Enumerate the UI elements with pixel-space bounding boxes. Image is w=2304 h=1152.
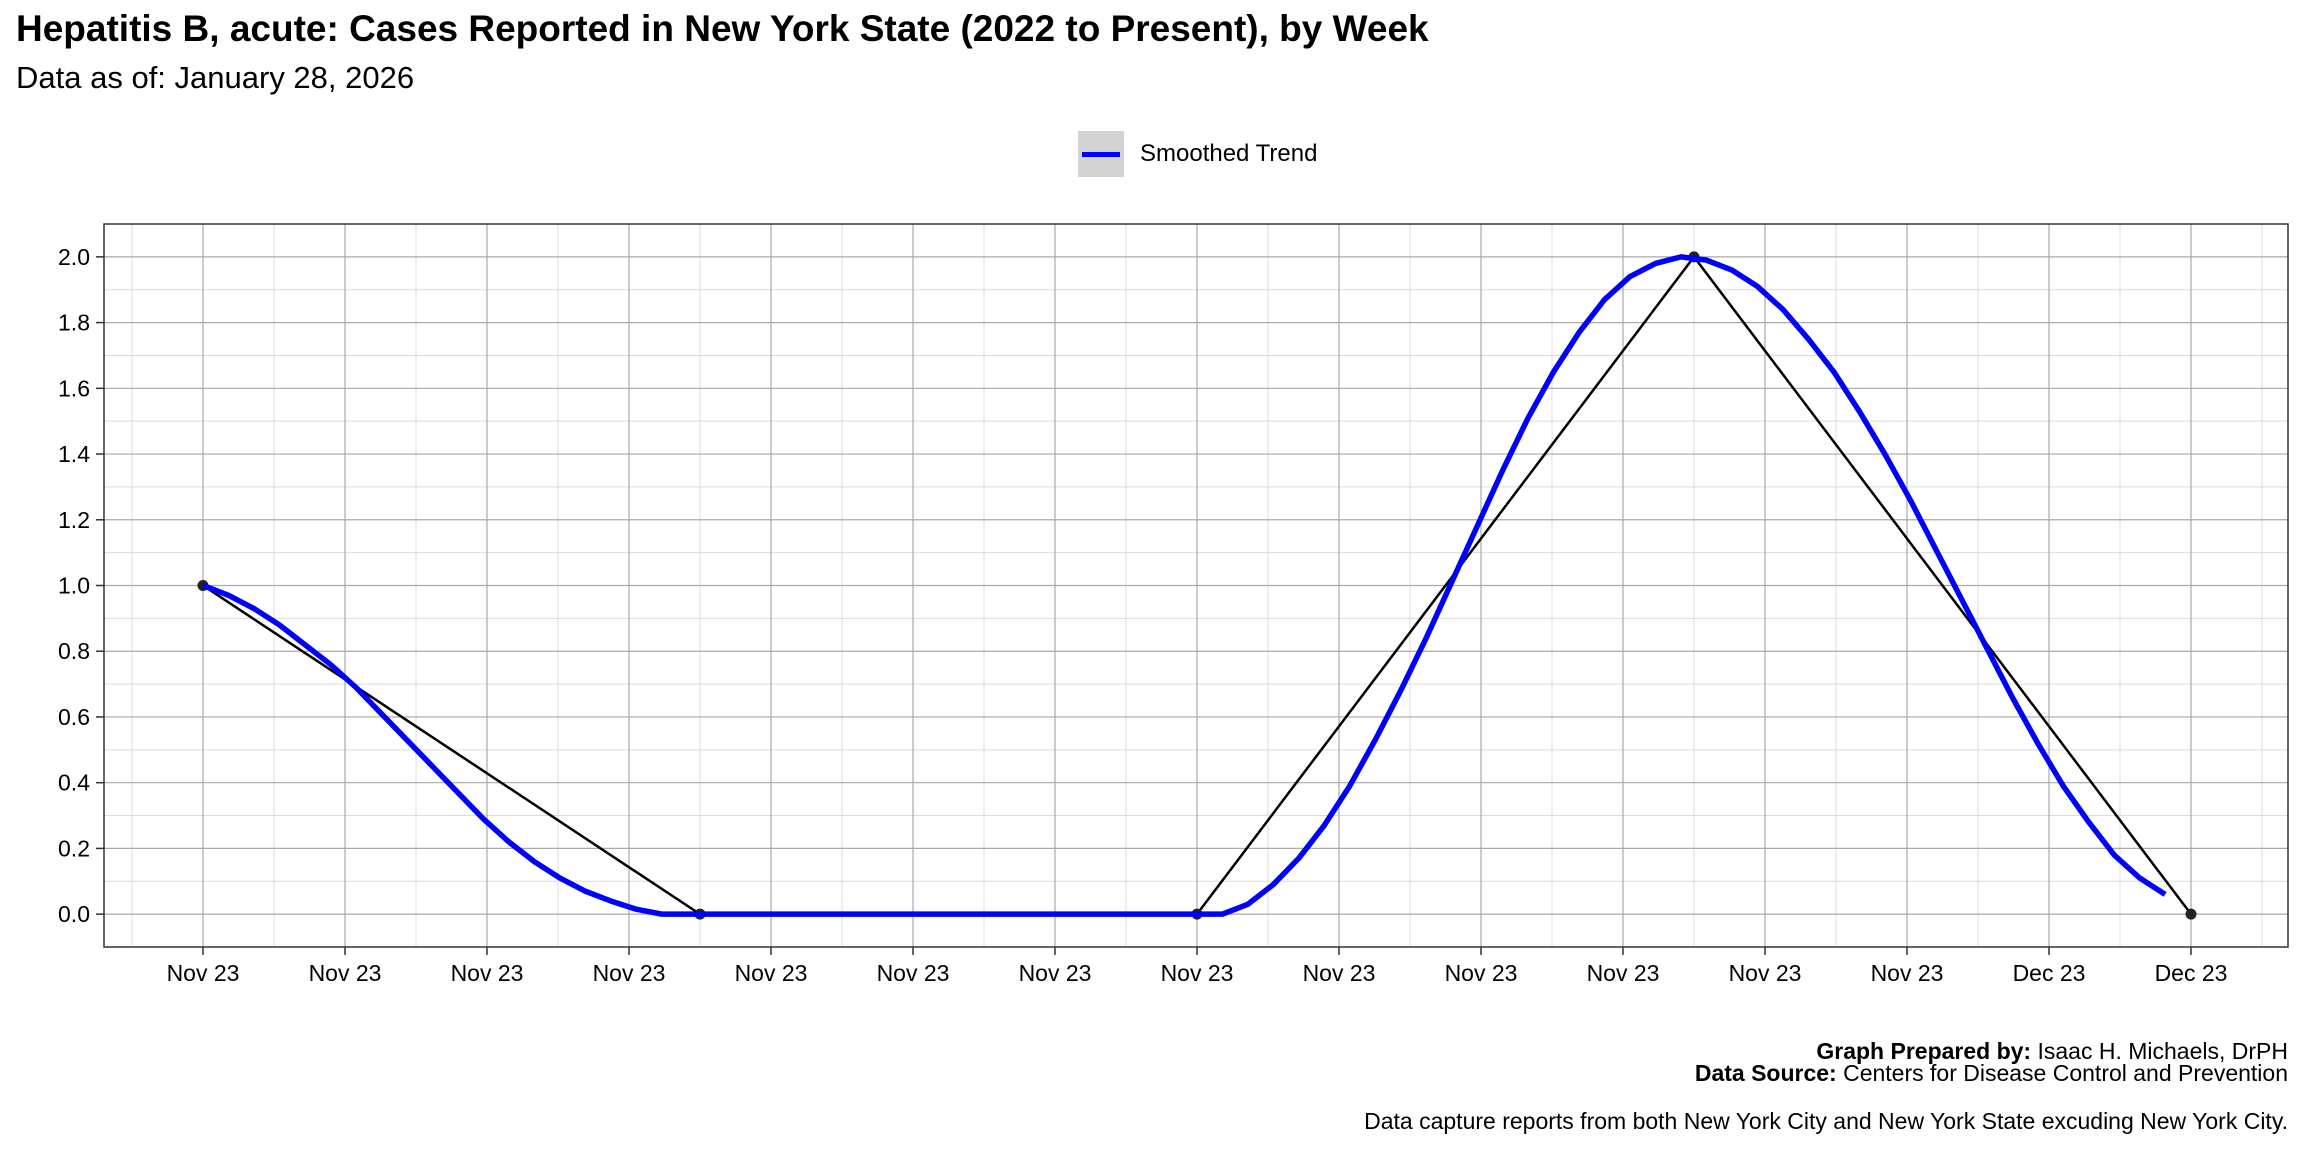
x-tick-label: Nov 23 [735,960,808,986]
y-tick-label: 0.4 [58,770,90,796]
data-source-caption: Data Source: Centers for Disease Control… [1695,1060,2288,1087]
smoothed-trend-line [202,254,2167,917]
x-tick-label: Dec 23 [2155,960,2228,986]
prepared-by-caption: Graph Prepared by: Isaac H. Michaels, Dr… [1816,1038,2288,1065]
major-grid [104,224,2288,947]
x-tick-label: Nov 23 [1587,960,1660,986]
y-tick-label: 1.4 [58,441,90,467]
y-axis: 0.0 0.2 0.4 0.6 0.8 1.0 1.2 1.4 1.6 1.8 2.0 [58,244,104,927]
x-tick-label: Nov 23 [1729,960,1802,986]
legend-label: Smoothed Trend [1140,140,1318,167]
y-tick-label: 1.8 [58,310,90,336]
x-tick-label: Nov 23 [1019,960,1092,986]
chart-subtitle: Data as of: January 28, 2026 [16,60,415,95]
y-tick-label: 1.2 [58,507,90,533]
x-tick-label: Nov 23 [451,960,524,986]
y-tick-label: 0.8 [58,638,90,664]
x-tick-label: Dec 23 [2013,960,2086,986]
y-tick-label: 1.6 [58,375,90,401]
data-source-label: Data Source: [1694,1060,1837,1086]
legend-line-swatch [1082,152,1120,157]
x-tick-label: Nov 23 [1445,960,1518,986]
y-tick-label: 0.6 [58,704,90,730]
x-tick-label: Nov 23 [1871,960,1944,986]
y-tick-label: 2.0 [58,244,90,270]
legend-key [1078,131,1124,177]
x-tick-label: Nov 23 [593,960,666,986]
x-tick-label: Nov 23 [309,960,382,986]
x-tick-label: Nov 23 [1303,960,1376,986]
data-source-value: Centers for Disease Control and Preventi… [1836,1060,2288,1086]
x-tick-label: Nov 23 [877,960,950,986]
prepared-by-label: Graph Prepared by: [1816,1038,2032,1064]
smoothed-series [202,254,2167,917]
data-note-caption: Data capture reports from both New York … [1364,1108,2288,1134]
y-tick-label: 1.0 [58,573,90,599]
observed-point [2185,908,2197,920]
legend: Smoothed Trend [1078,130,1317,178]
x-tick-label: Nov 23 [167,960,240,986]
y-tick-label: 0.0 [58,901,90,927]
prepared-by-value: Isaac H. Michaels, DrPH [2031,1038,2288,1064]
y-tick-label: 0.2 [58,835,90,861]
x-tick-label: Nov 23 [1161,960,1234,986]
chart-title: Hepatitis B, acute: Cases Reported in Ne… [16,8,1429,49]
x-axis: Nov 23 Nov 23 Nov 23 Nov 23 Nov 23 Nov 23 Nov … [167,947,2228,986]
